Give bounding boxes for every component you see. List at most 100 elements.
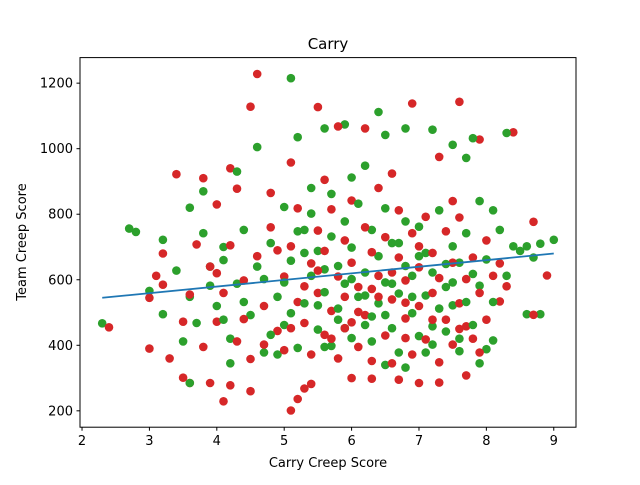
data-point-green-101 bbox=[428, 340, 437, 349]
data-point-red-21 bbox=[219, 397, 228, 406]
data-point-red-52 bbox=[219, 288, 228, 298]
data-point-green-141 bbox=[414, 251, 424, 261]
data-point-green-124 bbox=[205, 281, 215, 291]
data-point-red-0 bbox=[252, 69, 262, 79]
data-point-red-135 bbox=[401, 298, 410, 308]
data-point-red-51 bbox=[212, 317, 222, 327]
data-point-red-38 bbox=[145, 293, 154, 303]
data-point-red-138 bbox=[273, 246, 282, 255]
data-point-red-119 bbox=[482, 236, 491, 245]
data-point-red-55 bbox=[239, 276, 249, 285]
data-point-red-132 bbox=[327, 334, 336, 344]
data-point-green-140 bbox=[387, 279, 397, 289]
data-point-red-30 bbox=[394, 375, 404, 385]
data-point-green-17 bbox=[158, 235, 168, 245]
data-point-red-117 bbox=[468, 334, 478, 344]
data-point-green-92 bbox=[394, 348, 404, 357]
data-point-red-71 bbox=[320, 330, 329, 340]
points-layer bbox=[97, 69, 559, 415]
data-point-green-5 bbox=[401, 124, 410, 133]
data-point-green-142 bbox=[266, 330, 276, 340]
data-point-green-34 bbox=[320, 342, 329, 352]
data-point-red-33 bbox=[461, 371, 471, 380]
data-point-red-82 bbox=[354, 342, 363, 352]
data-point-red-133 bbox=[354, 307, 363, 317]
data-point-red-8 bbox=[360, 124, 370, 133]
data-point-red-59 bbox=[266, 223, 276, 232]
data-point-red-4 bbox=[455, 97, 464, 107]
data-point-red-77 bbox=[340, 236, 350, 245]
data-point-red-99 bbox=[407, 228, 417, 238]
data-point-green-25 bbox=[549, 235, 559, 245]
data-point-red-127 bbox=[212, 268, 222, 278]
data-point-red-84 bbox=[360, 223, 370, 232]
data-point-red-31 bbox=[414, 378, 424, 388]
data-point-green-15 bbox=[131, 227, 141, 237]
data-point-green-139 bbox=[347, 274, 356, 284]
data-point-green-51 bbox=[219, 255, 228, 265]
data-point-red-94 bbox=[394, 253, 404, 262]
data-point-red-25 bbox=[293, 394, 303, 404]
data-point-green-60 bbox=[279, 202, 289, 212]
data-point-green-112 bbox=[461, 297, 471, 307]
data-point-red-20 bbox=[205, 378, 215, 388]
data-point-green-43 bbox=[232, 167, 242, 176]
data-point-red-115 bbox=[461, 274, 471, 284]
data-point-red-103 bbox=[421, 212, 431, 222]
data-point-red-89 bbox=[374, 183, 383, 193]
data-point-green-72 bbox=[327, 341, 336, 351]
data-point-red-122 bbox=[495, 259, 505, 268]
data-point-green-73 bbox=[333, 261, 343, 271]
data-point-red-78 bbox=[340, 292, 350, 302]
data-point-green-121 bbox=[515, 246, 525, 256]
data-point-green-96 bbox=[407, 271, 417, 281]
data-point-red-86 bbox=[367, 247, 377, 257]
data-point-red-9 bbox=[333, 122, 343, 131]
data-point-red-10 bbox=[286, 158, 296, 167]
data-point-red-40 bbox=[448, 196, 458, 206]
data-point-green-106 bbox=[441, 327, 451, 336]
data-point-green-115 bbox=[475, 281, 484, 291]
x-tick-label-6: 6 bbox=[347, 434, 355, 449]
data-point-green-2 bbox=[381, 130, 390, 140]
data-point-green-134 bbox=[407, 292, 417, 302]
data-point-green-68 bbox=[313, 325, 323, 334]
data-point-green-111 bbox=[461, 228, 471, 238]
data-point-green-3 bbox=[340, 120, 350, 129]
y-axis-label: Team Creep Score bbox=[15, 183, 30, 301]
data-point-green-71 bbox=[327, 232, 336, 241]
x-tick-label-5: 5 bbox=[280, 434, 288, 449]
data-point-green-67 bbox=[306, 209, 316, 218]
data-point-green-78 bbox=[347, 243, 356, 252]
data-point-green-133 bbox=[381, 310, 390, 320]
data-point-red-66 bbox=[300, 318, 309, 328]
y-tick-label-1200: 1200 bbox=[40, 77, 73, 92]
data-point-green-132 bbox=[360, 291, 370, 300]
data-point-green-125 bbox=[219, 315, 228, 325]
data-point-green-13 bbox=[97, 319, 107, 328]
chart-title: Carry bbox=[308, 35, 349, 53]
data-point-green-76 bbox=[340, 279, 350, 289]
data-point-green-79 bbox=[354, 292, 363, 302]
data-point-red-112 bbox=[455, 299, 464, 308]
y-tick-label-800: 800 bbox=[48, 208, 73, 223]
data-point-green-10 bbox=[252, 142, 262, 152]
data-point-green-52 bbox=[226, 334, 235, 344]
data-point-red-109 bbox=[441, 227, 451, 236]
data-point-red-24 bbox=[286, 406, 296, 415]
data-point-red-143 bbox=[414, 242, 424, 251]
data-point-green-110 bbox=[455, 346, 464, 356]
data-point-red-107 bbox=[434, 273, 444, 283]
data-point-green-12 bbox=[461, 153, 471, 163]
data-point-green-0 bbox=[286, 73, 296, 83]
data-point-green-69 bbox=[313, 246, 323, 256]
data-point-green-21 bbox=[226, 359, 235, 368]
data-point-green-54 bbox=[239, 225, 249, 235]
data-point-red-17 bbox=[145, 344, 154, 353]
data-point-red-48 bbox=[158, 280, 168, 290]
data-point-red-64 bbox=[293, 297, 303, 307]
x-tick-label-8: 8 bbox=[482, 434, 490, 449]
data-point-red-61 bbox=[279, 272, 289, 281]
data-point-green-143 bbox=[333, 315, 343, 325]
